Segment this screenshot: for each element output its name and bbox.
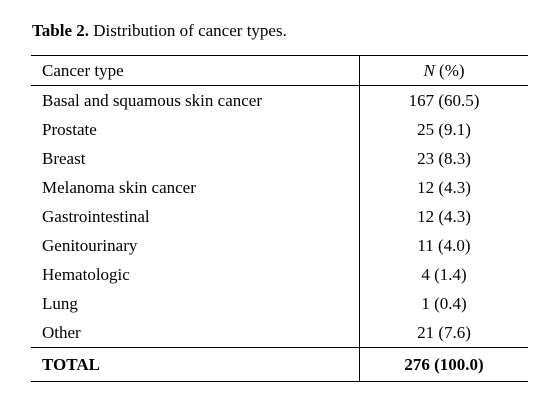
table-row: Gastrointestinal 12 (4.3): [31, 202, 528, 231]
cancer-type-cell: Lung: [31, 289, 360, 318]
count-cell: 23 (8.3): [417, 148, 471, 168]
count-cell: 167 (60.5): [408, 90, 480, 110]
cancer-type-cell: Breast: [31, 144, 360, 173]
header-n-percent: N (%): [359, 55, 528, 86]
count-cell: 1 (0.4): [421, 293, 467, 313]
table-row: Basal and squamous skin cancer 167 (60.5…: [31, 85, 528, 115]
table-caption: Table 2. Distribution of cancer types.: [32, 21, 287, 41]
cancer-type-cell: Genitourinary: [31, 231, 360, 260]
cancer-type-cell: Gastrointestinal: [31, 202, 360, 231]
table-row: Lung 1 (0.4): [31, 289, 528, 318]
count-cell: 12 (4.3): [417, 177, 471, 197]
count-cell: 11 (4.0): [417, 235, 471, 255]
cancer-type-cell: Melanoma skin cancer: [31, 173, 360, 202]
header-cancer-type: Cancer type: [31, 55, 360, 86]
table-row: Prostate 25 (9.1): [31, 115, 528, 144]
count-cell: 25 (9.1): [417, 119, 471, 139]
cancer-type-cell: Basal and squamous skin cancer: [31, 85, 360, 115]
table-row: Breast 23 (8.3): [31, 144, 528, 173]
count-cell: 12 (4.3): [417, 206, 471, 226]
table-row: Melanoma skin cancer 12 (4.3): [31, 173, 528, 202]
table-row: Genitourinary 11 (4.0): [31, 231, 528, 260]
cancer-type-cell: Prostate: [31, 115, 360, 144]
header-percent: (%): [434, 60, 465, 80]
total-label: TOTAL: [31, 347, 360, 382]
count-cell: 21 (7.6): [417, 322, 471, 342]
header-n: N: [423, 60, 435, 80]
table-header-row: Cancer type N (%): [31, 55, 528, 86]
count-cell: 4 (1.4): [421, 264, 467, 284]
cancer-type-cell: Other: [31, 318, 360, 348]
total-value: 276 (100.0): [359, 347, 528, 382]
cancer-type-cell: Hematologic: [31, 260, 360, 289]
caption-text: Distribution of cancer types.: [93, 21, 287, 40]
caption-label: Table 2.: [32, 21, 90, 40]
cancer-types-table: Cancer type N (%) Basal and squamous ski…: [31, 55, 528, 382]
table-total-row: TOTAL 276 (100.0): [31, 347, 528, 382]
table-row: Hematologic 4 (1.4): [31, 260, 528, 289]
table-row: Other 21 (7.6): [31, 318, 528, 348]
